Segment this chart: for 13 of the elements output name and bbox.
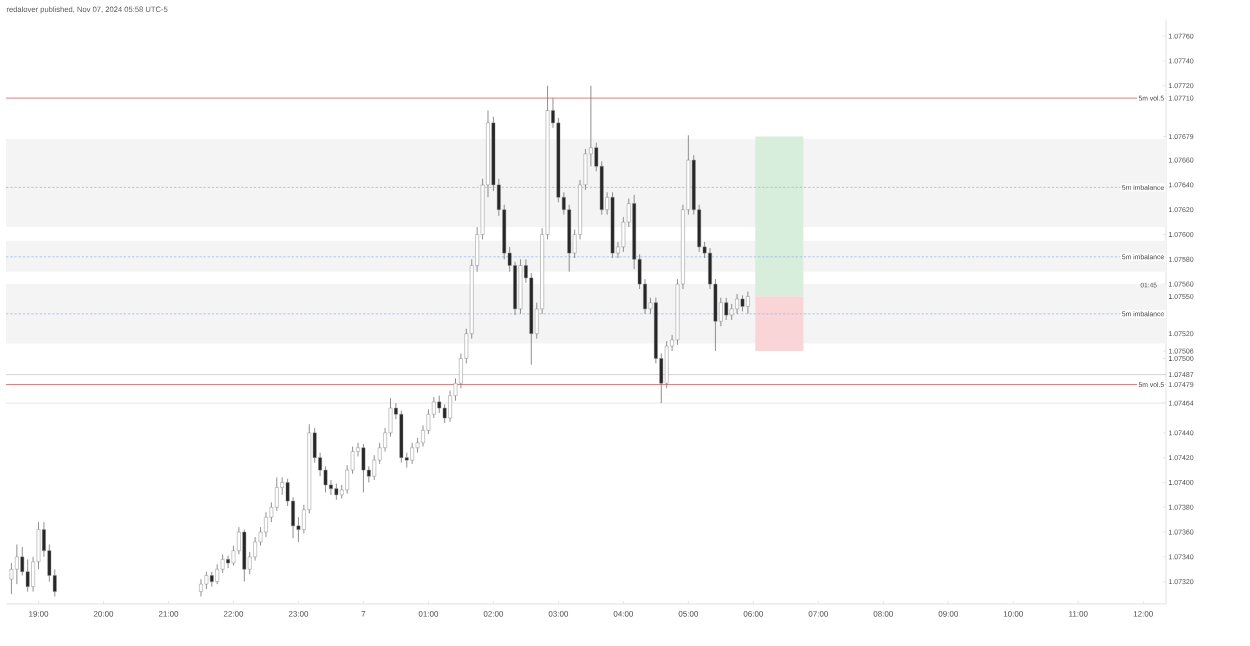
candlestick [204, 571, 209, 590]
candlestick [361, 443, 366, 493]
candlestick [410, 442, 414, 465]
candlestick [209, 571, 214, 588]
candlestick [399, 410, 404, 464]
candlestick [199, 578, 203, 597]
candlestick [724, 297, 729, 321]
candlestick [740, 294, 745, 312]
candlestick [242, 529, 247, 583]
candlestick [735, 293, 739, 315]
candlestick [746, 291, 750, 315]
candlestick [610, 191, 615, 259]
candlestick [334, 483, 339, 501]
